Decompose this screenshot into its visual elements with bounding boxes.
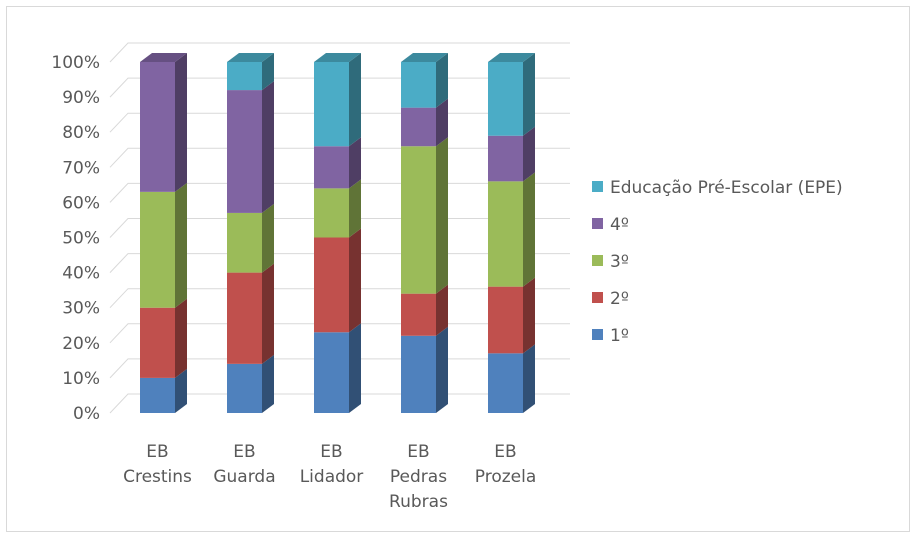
- bars: [140, 53, 535, 413]
- x-axis-categories: EB Crestins EB Guarda EB Lidador EB Pedras Rubra…: [123, 442, 536, 512]
- legend-item: 3º: [592, 252, 629, 272]
- bar-segment: [401, 326, 448, 413]
- y-tick-label: 60%: [62, 193, 100, 213]
- bar-top: [401, 53, 448, 62]
- bar-segment: [227, 203, 274, 273]
- y-axis-ticks: 0% 10% 20% 30% 40% 50% 60% 70% 80% 90% 100%: [51, 53, 100, 424]
- legend-swatch: [592, 329, 603, 340]
- y-tick-label: 100%: [51, 53, 100, 73]
- y-tick-label: 40%: [62, 264, 100, 284]
- legend-item: Educação Pré-Escolar (EPE): [592, 178, 843, 198]
- legend-swatch: [592, 181, 603, 192]
- bar-stack: [401, 53, 448, 413]
- y-tick-label: 80%: [62, 123, 100, 143]
- bar-segment: [140, 53, 187, 192]
- y-tick-label: 50%: [62, 229, 100, 249]
- bar-top: [140, 53, 187, 62]
- legend-item: 1º: [592, 326, 629, 346]
- y-tick-label: 20%: [62, 334, 100, 354]
- x-category-label: EB Guarda: [213, 442, 275, 487]
- legend-item: 2º: [592, 289, 629, 309]
- legend: Educação Pré-Escolar (EPE) 4º 3º 2º 1º: [592, 178, 843, 346]
- bar-segment: [488, 277, 535, 354]
- bar-stack: [488, 53, 535, 413]
- x-category-label: EB Lidador: [300, 442, 364, 487]
- bar-top: [227, 53, 274, 62]
- legend-swatch: [592, 218, 603, 229]
- bar-segment: [314, 137, 361, 189]
- bar-segment: [401, 53, 448, 108]
- bar-segment: [314, 323, 361, 413]
- bar-segment: [401, 284, 448, 336]
- bar-segment: [140, 368, 187, 413]
- bar-stack: [314, 53, 361, 413]
- bar-top: [314, 53, 361, 62]
- bar-segment: [314, 53, 361, 147]
- legend-label: 2º: [610, 289, 629, 309]
- legend-label: 4º: [610, 215, 629, 235]
- bar-segment: [314, 179, 361, 238]
- bar-segment: [488, 172, 535, 287]
- y-tick-label: 30%: [62, 299, 100, 319]
- x-category-label: EB Pedras Rubras: [389, 442, 448, 512]
- gridline: [109, 42, 570, 63]
- bar-segment: [227, 53, 274, 91]
- legend-label: Educação Pré-Escolar (EPE): [610, 178, 843, 198]
- legend-label: 3º: [610, 252, 629, 272]
- bar-stack: [227, 53, 274, 413]
- y-tick-label: 70%: [62, 158, 100, 178]
- legend-label: 1º: [610, 326, 629, 346]
- y-tick-label: 10%: [62, 369, 100, 389]
- bar-segment: [140, 298, 187, 378]
- bar-segment: [140, 182, 187, 308]
- bar-segment: [401, 137, 448, 294]
- bar-stack: [140, 53, 187, 413]
- x-category-label: EB Prozela: [475, 442, 537, 487]
- y-tick-label: 0%: [73, 404, 100, 424]
- x-category-label: EB Crestins: [123, 442, 192, 487]
- legend-swatch: [592, 255, 603, 266]
- bar-segment: [401, 98, 448, 147]
- bar-segment: [227, 81, 274, 213]
- legend-swatch: [592, 292, 603, 303]
- bar-top: [488, 53, 535, 62]
- bar-segment: [488, 344, 535, 413]
- legend-item: 4º: [592, 215, 629, 235]
- bar-segment: [314, 228, 361, 333]
- bar-segment: [488, 126, 535, 182]
- bar-segment: [227, 263, 274, 364]
- y-tick-label: 90%: [62, 88, 100, 108]
- bar-segment: [488, 53, 535, 136]
- bar-segment: [227, 354, 274, 413]
